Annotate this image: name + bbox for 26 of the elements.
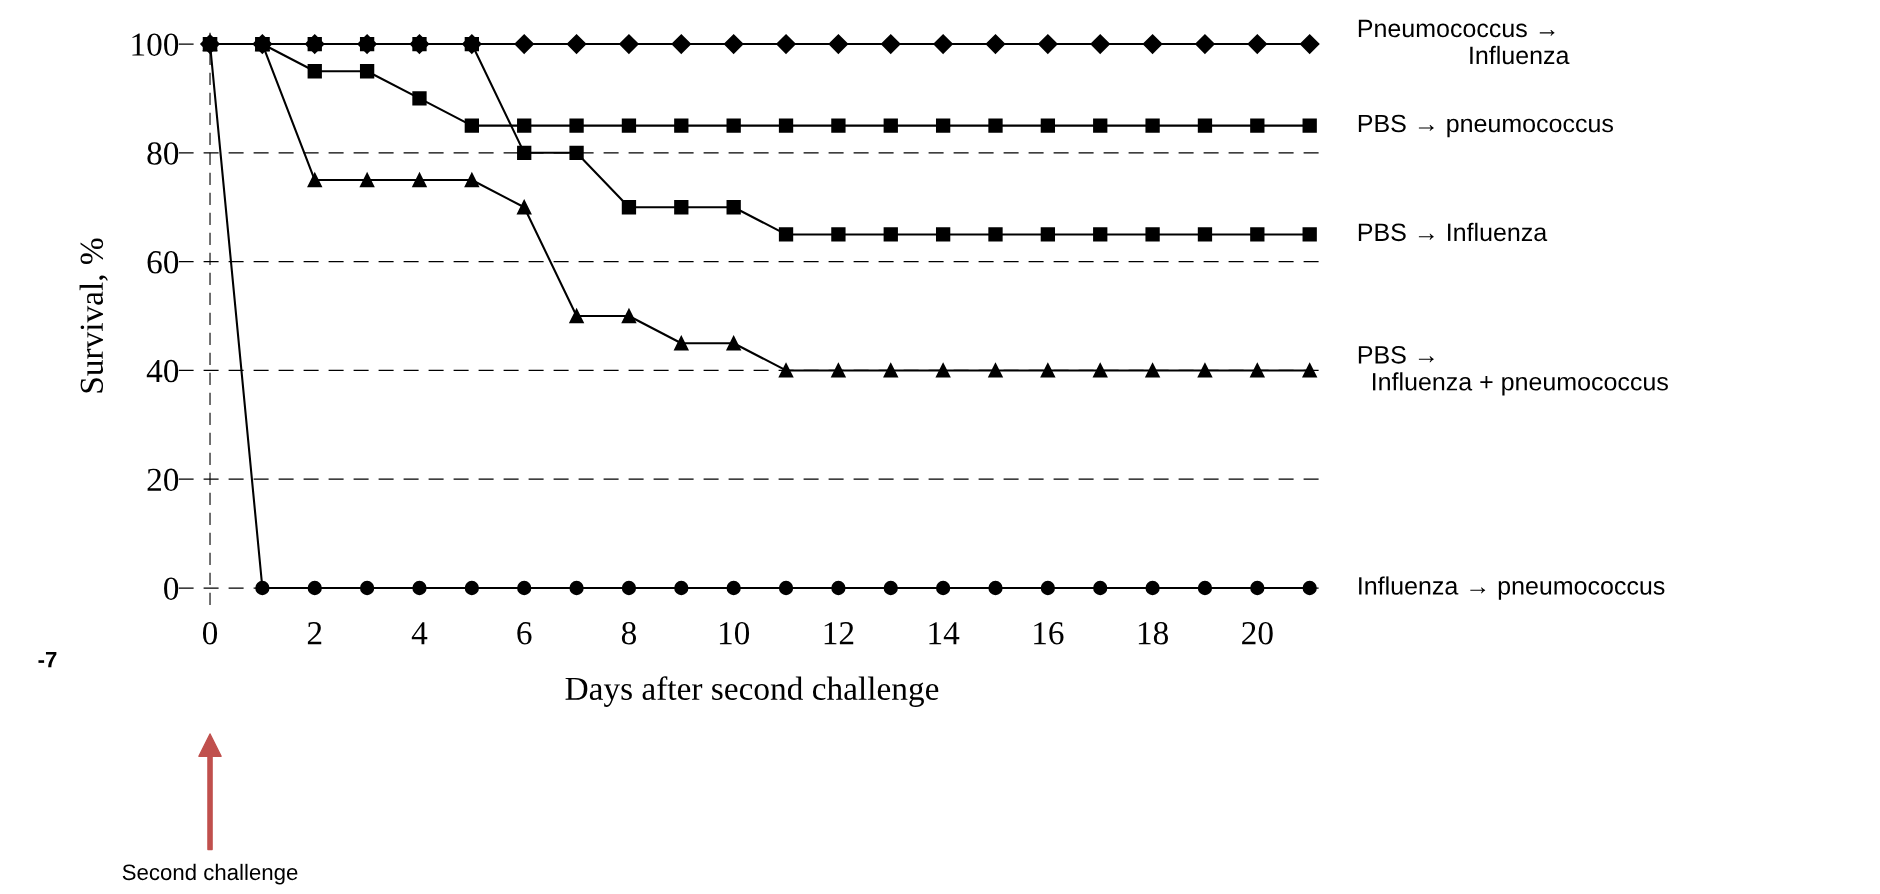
text: Second challenge	[122, 863, 298, 885]
series-label: PBS → Influenza + pneumococcus	[1358, 345, 1668, 396]
x-tick-label: 8	[621, 621, 636, 645]
x-tick-label: 2	[307, 622, 322, 645]
x-tick-label: 10	[719, 621, 750, 645]
y-axis-title: Survival, %	[79, 238, 108, 393]
x-tick-label: 18	[1138, 621, 1168, 645]
series-label: Influenza → pneumococcus	[1359, 576, 1665, 600]
x-tick-label: 0	[202, 621, 218, 645]
x-axis-title: Days after second challenge	[565, 676, 939, 707]
x-tick-label: 6	[517, 622, 532, 645]
series-label: PBS → Influenza	[1358, 222, 1548, 242]
y-tick-label: 60	[147, 251, 179, 274]
x-tick-label: 16	[1034, 622, 1064, 645]
y-tick-label: 0	[164, 577, 179, 600]
y-tick-label: 20	[147, 468, 179, 492]
y-tick-label: 40	[146, 359, 179, 383]
text: -7	[38, 652, 57, 668]
y-tick-label: 80	[147, 142, 179, 165]
y-tick-label: 100	[132, 33, 179, 56]
series-label: PBS → pneumococcus	[1358, 114, 1613, 138]
x-tick-label: 12	[824, 622, 854, 645]
x-tick-label: 20	[1242, 621, 1273, 645]
x-tick-label: 4	[411, 622, 428, 645]
series-label: Pneumococcus → Influenza	[1358, 19, 1570, 65]
x-tick-label: 14	[929, 622, 960, 645]
